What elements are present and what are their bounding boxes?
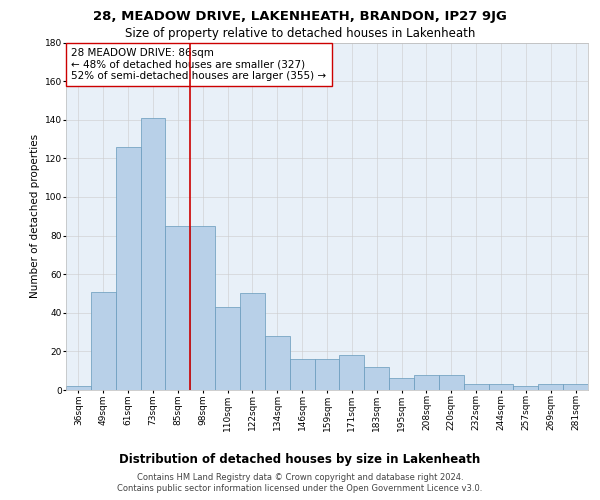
Bar — [265, 336, 290, 390]
Bar — [538, 384, 563, 390]
Y-axis label: Number of detached properties: Number of detached properties — [31, 134, 40, 298]
Bar — [215, 307, 240, 390]
Bar — [116, 147, 140, 390]
Bar — [414, 374, 439, 390]
Bar — [389, 378, 414, 390]
Bar — [91, 292, 116, 390]
Bar — [66, 386, 91, 390]
Bar — [166, 226, 190, 390]
Bar — [190, 226, 215, 390]
Bar — [314, 359, 340, 390]
Text: 28 MEADOW DRIVE: 86sqm
← 48% of detached houses are smaller (327)
52% of semi-de: 28 MEADOW DRIVE: 86sqm ← 48% of detached… — [71, 48, 326, 81]
Bar — [364, 367, 389, 390]
Text: Distribution of detached houses by size in Lakenheath: Distribution of detached houses by size … — [119, 452, 481, 466]
Bar — [563, 384, 588, 390]
Text: Contains public sector information licensed under the Open Government Licence v3: Contains public sector information licen… — [118, 484, 482, 493]
Bar — [340, 355, 364, 390]
Text: Size of property relative to detached houses in Lakenheath: Size of property relative to detached ho… — [125, 28, 475, 40]
Bar — [140, 118, 166, 390]
Text: 28, MEADOW DRIVE, LAKENHEATH, BRANDON, IP27 9JG: 28, MEADOW DRIVE, LAKENHEATH, BRANDON, I… — [93, 10, 507, 23]
Bar — [240, 294, 265, 390]
Bar — [488, 384, 514, 390]
Bar — [464, 384, 488, 390]
Bar — [439, 374, 464, 390]
Text: Contains HM Land Registry data © Crown copyright and database right 2024.: Contains HM Land Registry data © Crown c… — [137, 472, 463, 482]
Bar — [290, 359, 314, 390]
Bar — [514, 386, 538, 390]
